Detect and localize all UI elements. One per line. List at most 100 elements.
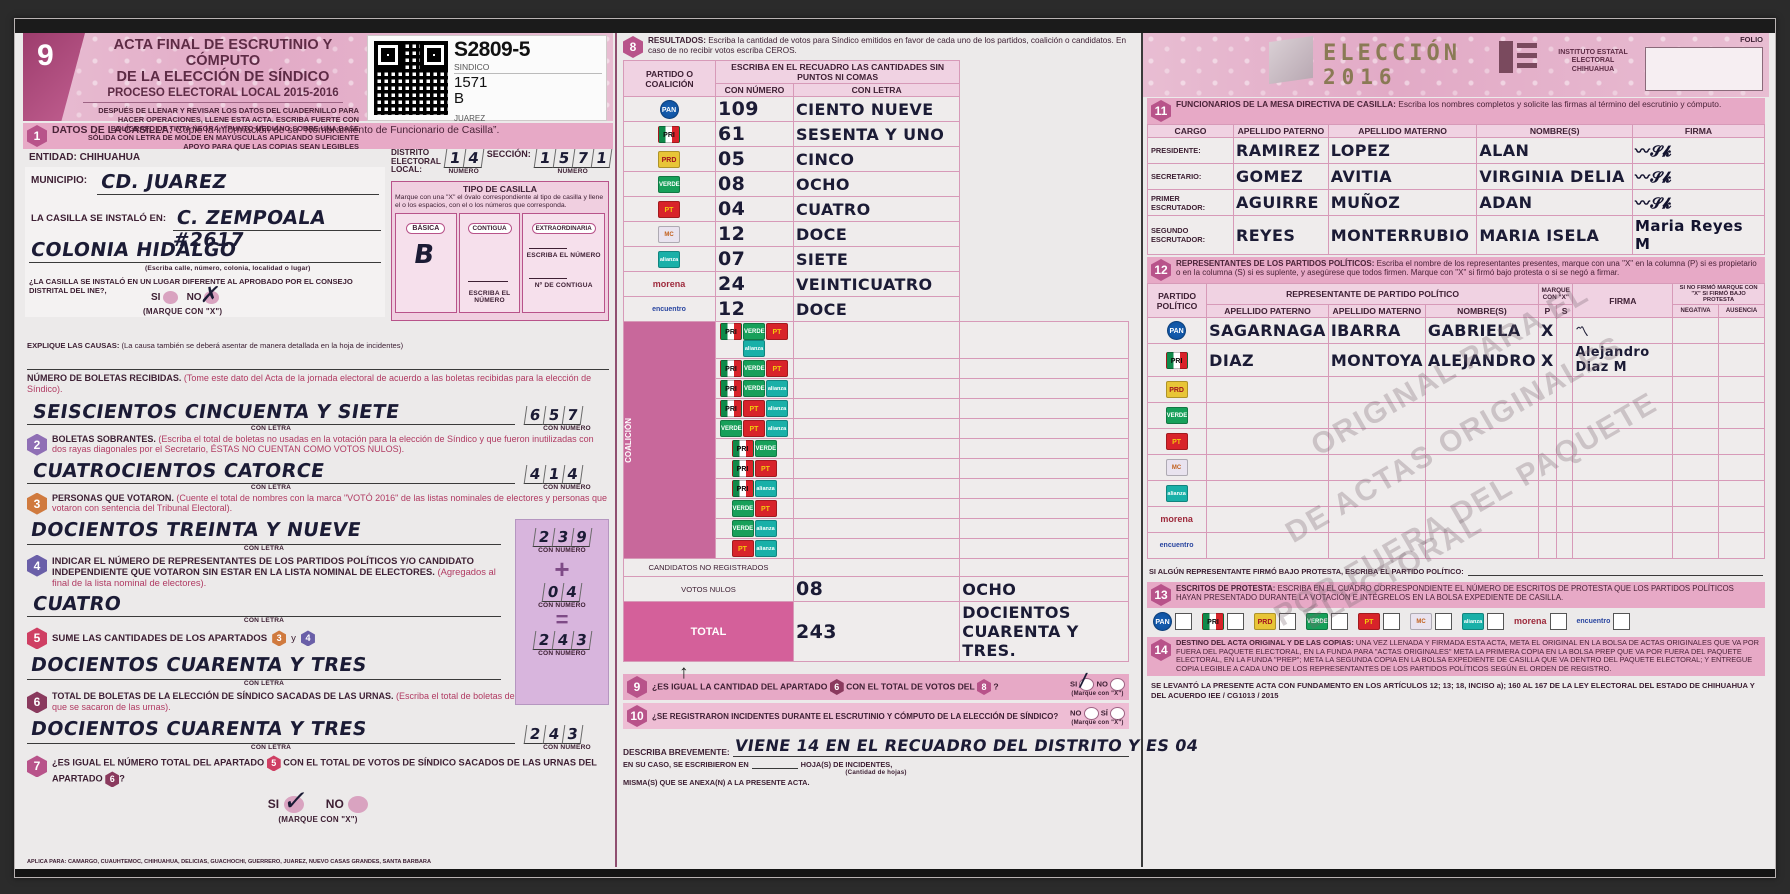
funcionario-firma[interactable]: Maria Reyes M [1632, 215, 1765, 255]
party-votes-letter[interactable]: VEINTICUATRO [792, 271, 961, 297]
rep-col-s[interactable] [1555, 317, 1574, 344]
rep-paterno[interactable] [1206, 532, 1329, 559]
protest-count-box[interactable] [1383, 613, 1400, 630]
rep-negativa[interactable] [1672, 532, 1719, 559]
rep-paterno[interactable] [1206, 376, 1329, 403]
rep-ausencia[interactable] [1717, 376, 1766, 403]
rep-firma[interactable] [1572, 428, 1674, 455]
coalition-votes-number[interactable] [792, 458, 961, 479]
rep-ausencia[interactable] [1717, 506, 1766, 533]
causas-input[interactable] [27, 352, 609, 370]
party-votes-number[interactable]: 61 [715, 121, 794, 147]
rep-negativa[interactable] [1672, 317, 1719, 344]
total-row-number[interactable]: 243 [792, 601, 961, 662]
funcionario-firma[interactable]: 〰𝓢𝓴 [1632, 189, 1765, 216]
tipo-contigua-cell[interactable]: CONTIGUA ESCRIBA EL NÚMERO [458, 213, 521, 314]
rep-negativa[interactable] [1672, 428, 1719, 455]
rep-col-s[interactable] [1555, 454, 1574, 481]
rep-ausencia[interactable] [1717, 428, 1766, 455]
rep-negativa[interactable] [1672, 376, 1719, 403]
rep-firma[interactable] [1572, 376, 1674, 403]
domicilio-line2-input[interactable]: COLONIA HIDALGO [29, 237, 381, 263]
funcionario-paterno[interactable]: AGUIRRE [1233, 189, 1329, 216]
coalition-votes-number[interactable] [792, 538, 961, 559]
section-6-letra-input[interactable]: DOCIENTOS CUARENTA Y TRES [27, 716, 515, 745]
coalition-votes-letter[interactable] [959, 478, 1129, 499]
rep-col-s[interactable] [1555, 343, 1574, 377]
rep-negativa[interactable] [1672, 343, 1719, 377]
section-10-no-oval[interactable] [1083, 706, 1099, 720]
protest-count-box[interactable] [1227, 613, 1244, 630]
rep-firma[interactable] [1572, 402, 1674, 429]
describa-input[interactable]: VIENE 14 EN EL RECUADRO DEL DISTRITO Y E… [732, 736, 1200, 757]
rep-ausencia[interactable] [1717, 402, 1766, 429]
rep-col-p[interactable] [1537, 376, 1557, 403]
coalition-votes-letter[interactable] [959, 458, 1129, 479]
party-votes-letter[interactable]: SIETE [792, 246, 961, 272]
rep-col-p[interactable] [1537, 454, 1557, 481]
funcionario-nombre[interactable]: ALAN [1476, 137, 1633, 164]
coalition-votes-letter[interactable] [959, 498, 1129, 519]
diff-si-oval[interactable] [163, 291, 179, 304]
coalition-votes-letter[interactable] [959, 538, 1129, 559]
rep-paterno[interactable] [1206, 402, 1329, 429]
rep-materno[interactable] [1327, 532, 1426, 559]
party-votes-letter[interactable]: CINCO [792, 146, 961, 172]
party-votes-number[interactable]: 04 [715, 196, 794, 222]
votos-nulos-row-letter[interactable]: OCHO [959, 576, 1129, 602]
rep-nombre[interactable] [1424, 402, 1539, 429]
rep-negativa[interactable] [1672, 454, 1719, 481]
section-9-si-oval[interactable]: / [1079, 670, 1095, 691]
party-votes-number[interactable]: 12 [715, 296, 794, 322]
rep-ausencia[interactable] [1717, 317, 1766, 344]
party-votes-letter[interactable]: DOCE [792, 296, 961, 322]
protest-count-box[interactable] [1613, 613, 1631, 630]
rep-col-p[interactable] [1537, 402, 1557, 429]
rep-col-s[interactable] [1555, 428, 1574, 455]
coalition-votes-letter[interactable] [959, 378, 1129, 399]
section-9-no-oval[interactable] [1110, 677, 1125, 691]
party-votes-letter[interactable]: CUATRO [792, 196, 961, 222]
protest-count-box[interactable] [1435, 613, 1452, 630]
rep-ausencia[interactable] [1717, 454, 1766, 481]
rep-firma[interactable] [1572, 480, 1674, 507]
funcionario-nombre[interactable]: VIRGINIA DELIA [1476, 163, 1633, 190]
rep-nombre[interactable] [1424, 506, 1539, 533]
coalition-votes-number[interactable] [792, 478, 961, 499]
coalition-votes-number[interactable] [792, 438, 961, 459]
protest-count-box[interactable] [1549, 613, 1567, 630]
rep-col-p[interactable] [1537, 506, 1557, 533]
rep-col-s[interactable] [1555, 480, 1574, 507]
rep-col-s[interactable] [1555, 402, 1574, 429]
coalition-votes-number[interactable] [792, 518, 961, 539]
protest-count-box[interactable] [1279, 613, 1296, 630]
coalition-votes-number[interactable] [792, 418, 961, 439]
funcionario-firma[interactable]: 〰𝓢𝓴 [1632, 137, 1765, 164]
rep-ausencia[interactable] [1717, 480, 1766, 507]
funcionario-materno[interactable]: MONTERRUBIO [1327, 215, 1478, 255]
party-votes-number[interactable]: 05 [715, 146, 794, 172]
municipio-input[interactable]: CD. JUAREZ [97, 169, 379, 195]
funcionario-paterno[interactable]: GOMEZ [1233, 163, 1329, 190]
section-7-no-oval[interactable] [348, 795, 369, 813]
party-votes-letter[interactable]: CIENTO NUEVE [792, 96, 961, 122]
rep-materno[interactable] [1327, 506, 1426, 533]
rep-negativa[interactable] [1672, 480, 1719, 507]
section-5-letra-input[interactable]: DOCIENTOS CUARENTA Y TRES [27, 652, 501, 681]
coalition-votes-number[interactable] [792, 321, 961, 359]
rep-firma[interactable] [1572, 506, 1674, 533]
rep-negativa[interactable] [1672, 506, 1719, 533]
party-votes-number[interactable]: 109 [715, 96, 794, 122]
party-votes-number[interactable]: 07 [715, 246, 794, 272]
funcionario-paterno[interactable]: REYES [1233, 215, 1329, 255]
party-votes-number[interactable]: 08 [715, 171, 794, 197]
domicilio-line1-input[interactable]: C. ZEMPOALA #2617 [172, 205, 381, 251]
coalition-votes-letter[interactable] [959, 321, 1129, 359]
rep-firma[interactable]: Alejandro Diaz M [1572, 343, 1674, 377]
rep-firma[interactable] [1572, 532, 1674, 559]
funcionario-firma[interactable]: 〰𝓢𝓴 [1632, 163, 1765, 190]
